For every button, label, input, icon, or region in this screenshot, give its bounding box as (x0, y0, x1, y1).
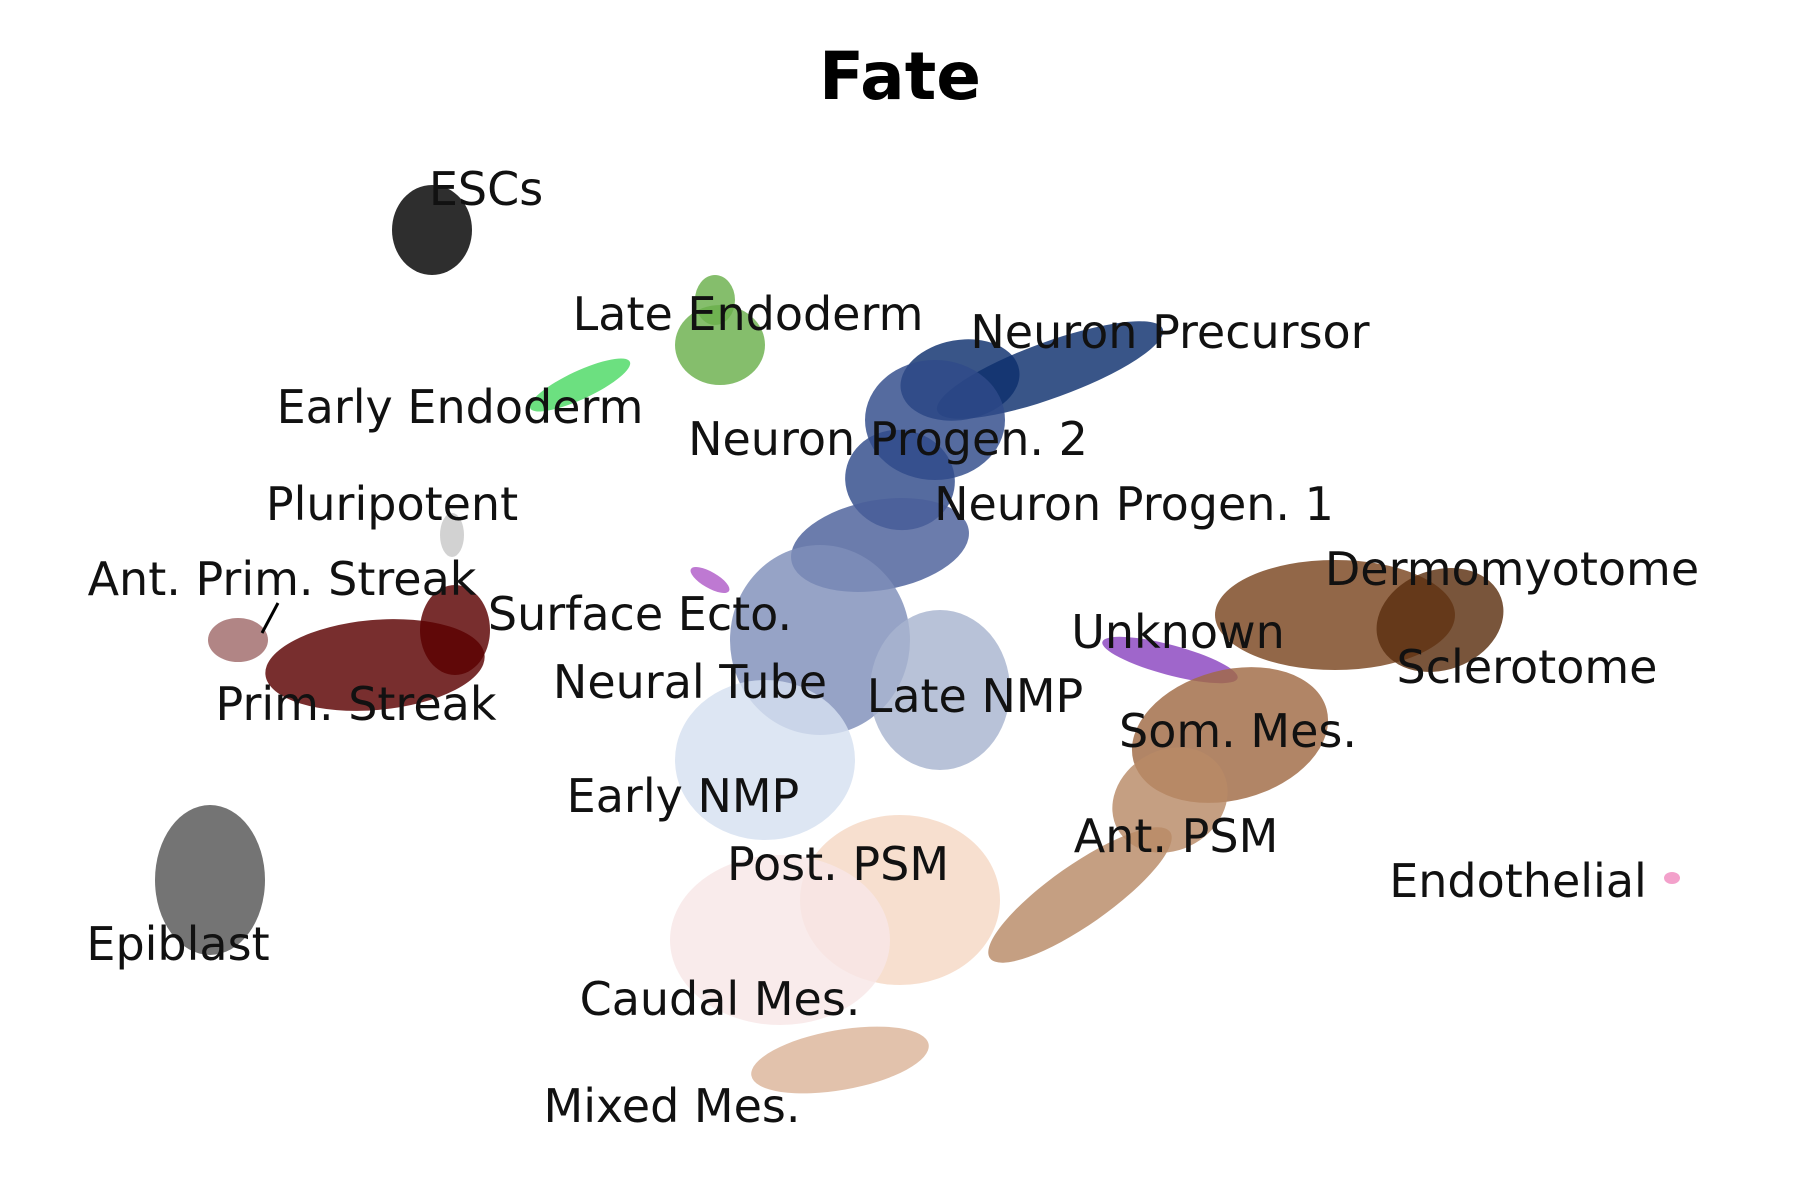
cluster-early-endoderm (529, 358, 631, 412)
label-ant-prim-streak: Ant. Prim. Streak (88, 552, 477, 606)
cluster-surface-ecto (690, 567, 730, 593)
cluster-sclerotome (1376, 568, 1504, 672)
cluster-early-nmp (675, 680, 855, 840)
cluster-prim-streak-2 (420, 585, 490, 675)
label-dermomyotome: Dermomyotome (1325, 542, 1699, 596)
cluster-late-endoderm-2 (695, 275, 735, 325)
label-early-nmp: Early NMP (567, 769, 800, 823)
label-late-nmp: Late NMP (867, 669, 1084, 723)
label-endothelial: Endothelial (1389, 854, 1647, 908)
cluster-epiblast (155, 805, 265, 955)
label-som-mes: Som. Mes. (1119, 704, 1357, 758)
label-epiblast: Epiblast (86, 917, 269, 971)
cluster-ant-psm-1 (988, 827, 1172, 963)
label-early-endoderm: Early Endoderm (277, 380, 644, 434)
label-neuron-progen-2: Neuron Progen. 2 (688, 412, 1088, 466)
label-pluripotent: Pluripotent (266, 477, 518, 531)
label-neural-tube: Neural Tube (553, 655, 827, 709)
cluster-endothelial (1664, 872, 1680, 884)
label-ant-psm: Ant. PSM (1074, 809, 1279, 863)
label-neuron-precursor: Neuron Precursor (970, 305, 1369, 359)
label-escs: ESCs (429, 162, 543, 216)
cluster-unknown (1102, 636, 1238, 684)
ant-prim-streak-leader-line (260, 602, 280, 634)
label-surface-ecto: Surface Ecto. (488, 587, 792, 641)
cluster-late-endoderm-1 (675, 305, 765, 385)
cluster-pluripotent (440, 513, 464, 557)
label-mixed-mes: Mixed Mes. (544, 1079, 801, 1133)
chart-title: Fate (818, 38, 982, 115)
label-unknown: Unknown (1071, 605, 1285, 659)
labels-layer: ESCs Late Endoderm Early Endoderm Neuron Pr… (86, 162, 1699, 1133)
cluster-ant-psm-2 (1112, 747, 1228, 853)
cluster-caudal-mes (670, 855, 890, 1025)
cluster-mixed-mes (751, 1026, 929, 1094)
cluster-escs (392, 185, 472, 275)
label-sclerotome: Sclerotome (1397, 640, 1658, 694)
label-neuron-progen-1: Neuron Progen. 1 (934, 477, 1334, 531)
label-late-endoderm: Late Endoderm (573, 287, 924, 341)
clusters-layer (155, 185, 1680, 1094)
cluster-ant-prim-streak (208, 618, 268, 662)
label-caudal-mes: Caudal Mes. (580, 972, 861, 1026)
label-prim-streak: Prim. Streak (216, 677, 497, 731)
cluster-late-nmp (870, 610, 1010, 770)
label-post-psm: Post. PSM (727, 837, 949, 891)
